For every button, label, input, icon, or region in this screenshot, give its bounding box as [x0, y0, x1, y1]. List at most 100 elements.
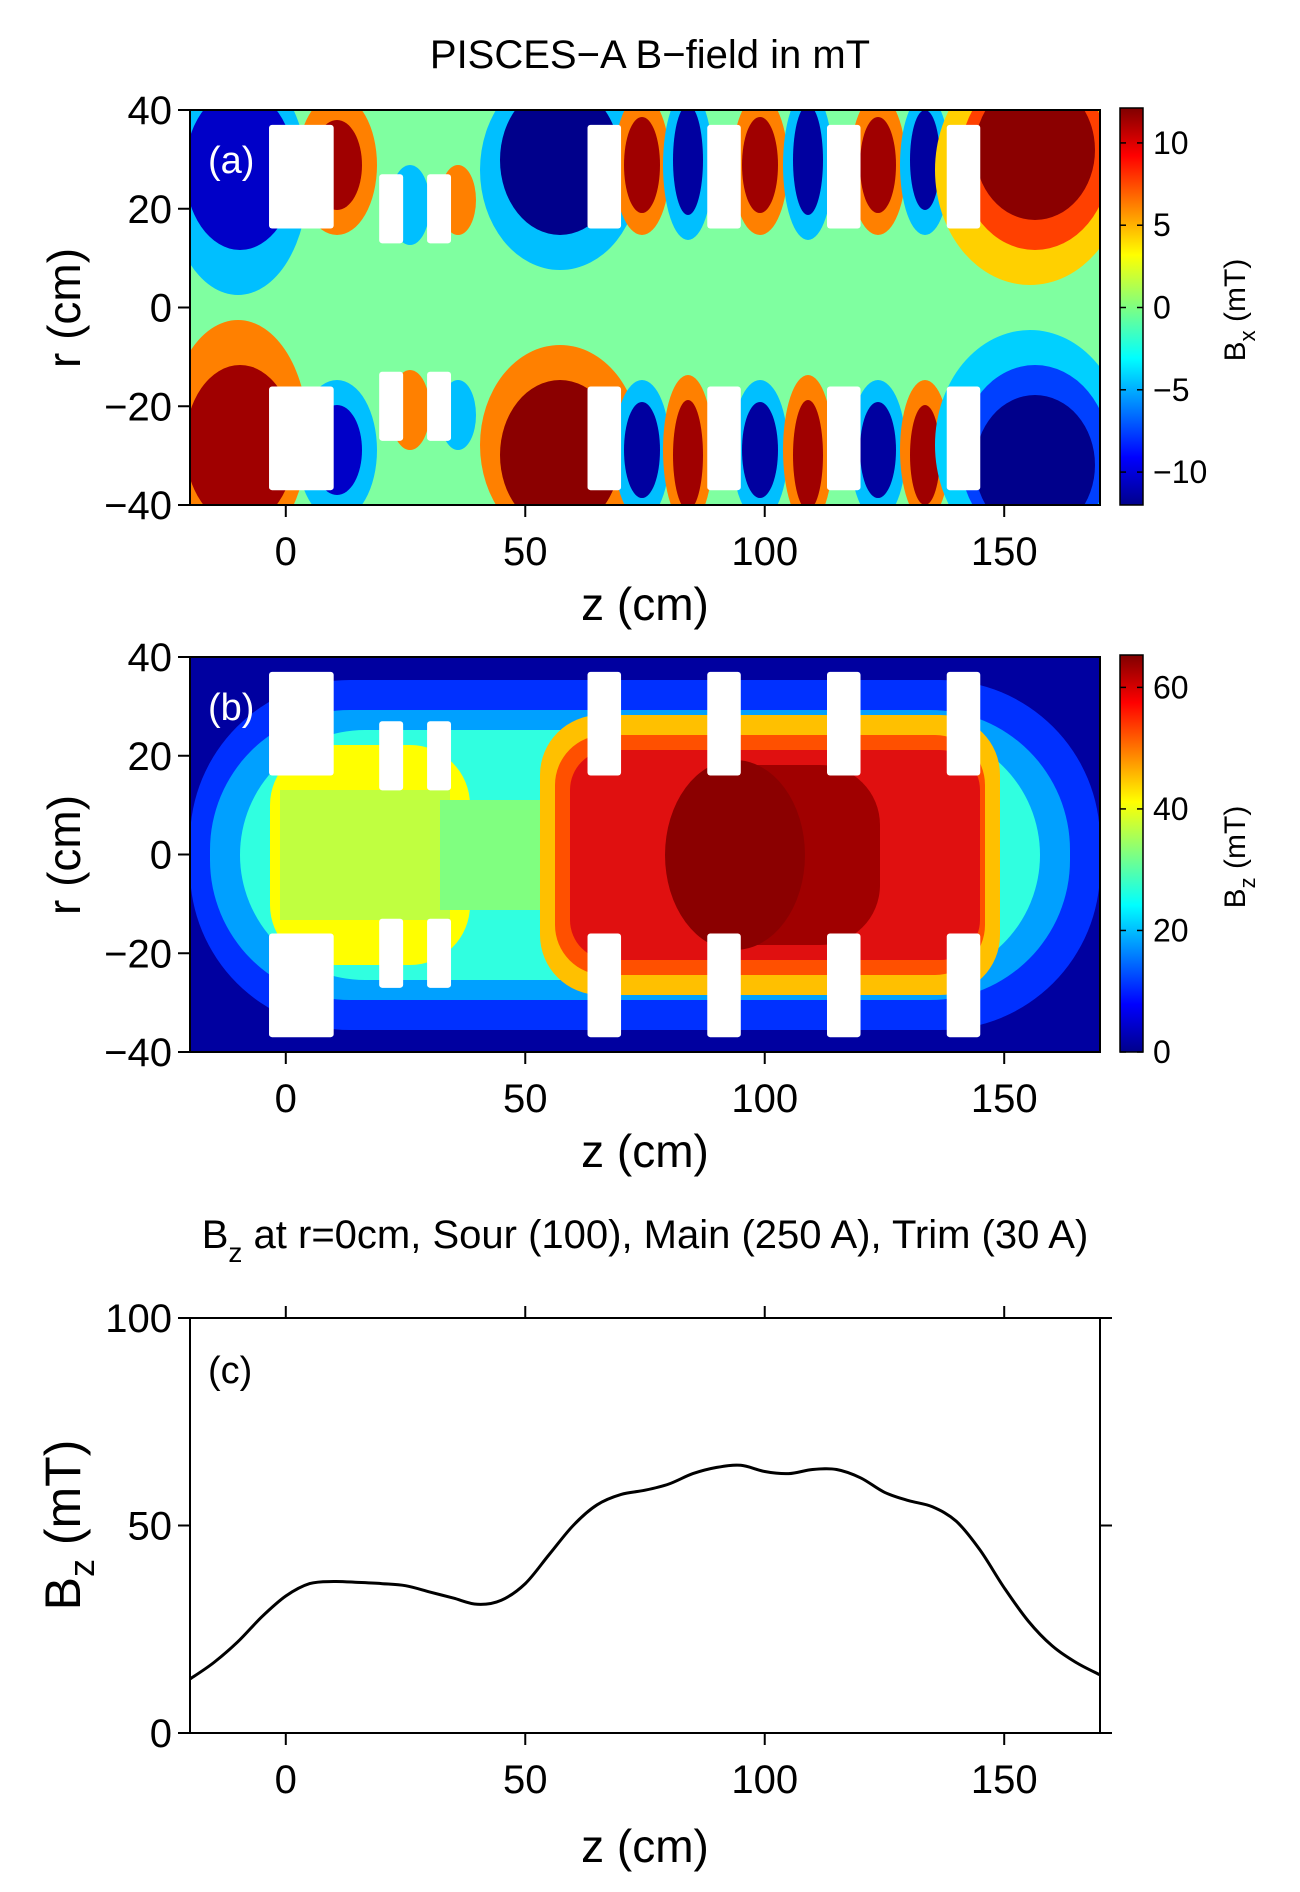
panel-a-colorbar	[1119, 107, 1144, 506]
panel-b-ylabel: r (cm)	[38, 795, 90, 915]
x-tick-label: 50	[503, 1758, 548, 1802]
colorbar-tick-label: 10	[1153, 125, 1189, 161]
y-tick-label: −40	[104, 484, 172, 528]
y-tick-label: 20	[128, 188, 173, 232]
coil-block	[946, 671, 981, 776]
coil-block	[827, 933, 861, 1038]
coil-block	[827, 671, 861, 776]
panel-b-axes: 0 50 100 150 40 20 0 −20 −40	[104, 636, 1037, 1121]
panel-b-colorbar-label: Bz (mT)	[1219, 806, 1260, 909]
y-tick-label: −20	[104, 385, 172, 429]
bx-lobe	[624, 402, 660, 498]
colorbar-tick-label: −10	[1153, 454, 1207, 490]
panel-a-colorbar-label: Bx (mT)	[1219, 259, 1260, 362]
panel-b-colorbar-ticks: 60 40 20 0	[1120, 669, 1189, 1070]
coil-block	[946, 933, 981, 1038]
panel-c-frame	[189, 1317, 1101, 1734]
bz-band	[665, 760, 805, 950]
y-tick-label: 40	[128, 89, 173, 133]
y-tick-label: 40	[128, 636, 173, 680]
colorbar-tick-label: 0	[1153, 1034, 1171, 1070]
panel-b: 0 50 100 150 40 20 0 −20 −40 (b) z (cm) r (cm) 6…	[38, 636, 1260, 1177]
coil-block	[269, 124, 334, 229]
bx-lobe	[624, 117, 660, 213]
bz-band	[280, 790, 450, 920]
x-tick-label: 100	[731, 1758, 798, 1802]
bx-lobe	[910, 405, 940, 505]
x-tick-label: 0	[275, 1758, 297, 1802]
panel-a-xlabel: z (cm)	[581, 578, 709, 630]
panel-c-title: Bz at r=0cm, Sour (100), Main (250 A), T…	[202, 1213, 1089, 1268]
coil-block	[587, 933, 622, 1038]
coil-block	[427, 721, 452, 791]
coil-block	[269, 933, 334, 1038]
panel-c-axes: 0 50 100 150 100 50 0	[105, 1297, 1112, 1802]
bx-lobe	[742, 402, 778, 498]
bz-profile-line	[189, 1463, 1101, 1681]
coil-block	[587, 124, 622, 229]
coil-block	[946, 124, 981, 229]
coil-block	[707, 671, 741, 776]
panel-b-coils	[269, 671, 981, 1038]
colorbar-tick-label: 60	[1153, 669, 1189, 705]
bx-lobe	[975, 110, 1095, 220]
colorbar-tick-label: 20	[1153, 912, 1189, 948]
coil-block	[827, 124, 861, 229]
panel-a-label: (a)	[208, 140, 254, 182]
bx-lobe	[860, 402, 896, 498]
coil-block	[827, 386, 861, 491]
panel-a-ylabel: r (cm)	[38, 248, 90, 368]
figure-title: PISCES−A B−field in mT	[430, 33, 870, 77]
bx-lobe	[793, 400, 823, 505]
coil-block	[707, 386, 741, 491]
y-tick-label: 100	[105, 1297, 172, 1341]
colorbar-tick-label: 40	[1153, 791, 1189, 827]
bx-lobe	[190, 365, 295, 505]
coil-block	[379, 918, 404, 988]
coil-block	[427, 174, 452, 244]
coil-block	[269, 671, 334, 776]
bx-lobe	[975, 395, 1095, 505]
coil-block	[707, 933, 741, 1038]
x-tick-label: 150	[971, 1758, 1038, 1802]
panel-c-label: (c)	[208, 1350, 252, 1392]
panel-c-ylabel: Bz (mT)	[35, 1440, 102, 1611]
x-tick-label: 100	[731, 530, 798, 574]
panel-b-label: (b)	[208, 687, 254, 729]
x-tick-label: 50	[503, 530, 548, 574]
x-tick-label: 0	[275, 1077, 297, 1121]
bx-lobe	[910, 110, 940, 210]
coil-block	[379, 721, 404, 791]
bx-lobe	[673, 400, 703, 505]
coil-block	[427, 371, 452, 441]
panel-a-axes: 0 50 100 150 40 20 0 −20 −40	[104, 89, 1037, 574]
panel-b-heatmap	[190, 657, 1100, 1052]
y-tick-label: 0	[150, 1712, 172, 1756]
x-tick-label: 150	[971, 530, 1038, 574]
x-tick-label: 50	[503, 1077, 548, 1121]
x-tick-label: 150	[971, 1077, 1038, 1121]
bx-lobe	[190, 110, 295, 250]
bx-lobe	[793, 110, 823, 215]
bx-lobe	[860, 117, 896, 213]
coil-block	[587, 671, 622, 776]
panel-c-xlabel: z (cm)	[581, 1820, 709, 1872]
y-tick-label: −40	[104, 1031, 172, 1075]
y-tick-label: 20	[128, 735, 173, 779]
coil-block	[379, 371, 404, 441]
coil-block	[587, 386, 622, 491]
coil-block	[379, 174, 404, 244]
panel-a-coils	[269, 124, 981, 491]
coil-block	[427, 918, 452, 988]
bx-lobe	[673, 110, 703, 215]
bx-lobe	[742, 117, 778, 213]
colorbar-tick-label: 5	[1153, 207, 1171, 243]
y-tick-label: 0	[150, 834, 172, 878]
x-tick-label: 0	[275, 530, 297, 574]
panel-c: Bz at r=0cm, Sour (100), Main (250 A), T…	[35, 1213, 1112, 1872]
coil-block	[707, 124, 741, 229]
coil-block	[946, 386, 981, 491]
coil-block	[269, 386, 334, 491]
